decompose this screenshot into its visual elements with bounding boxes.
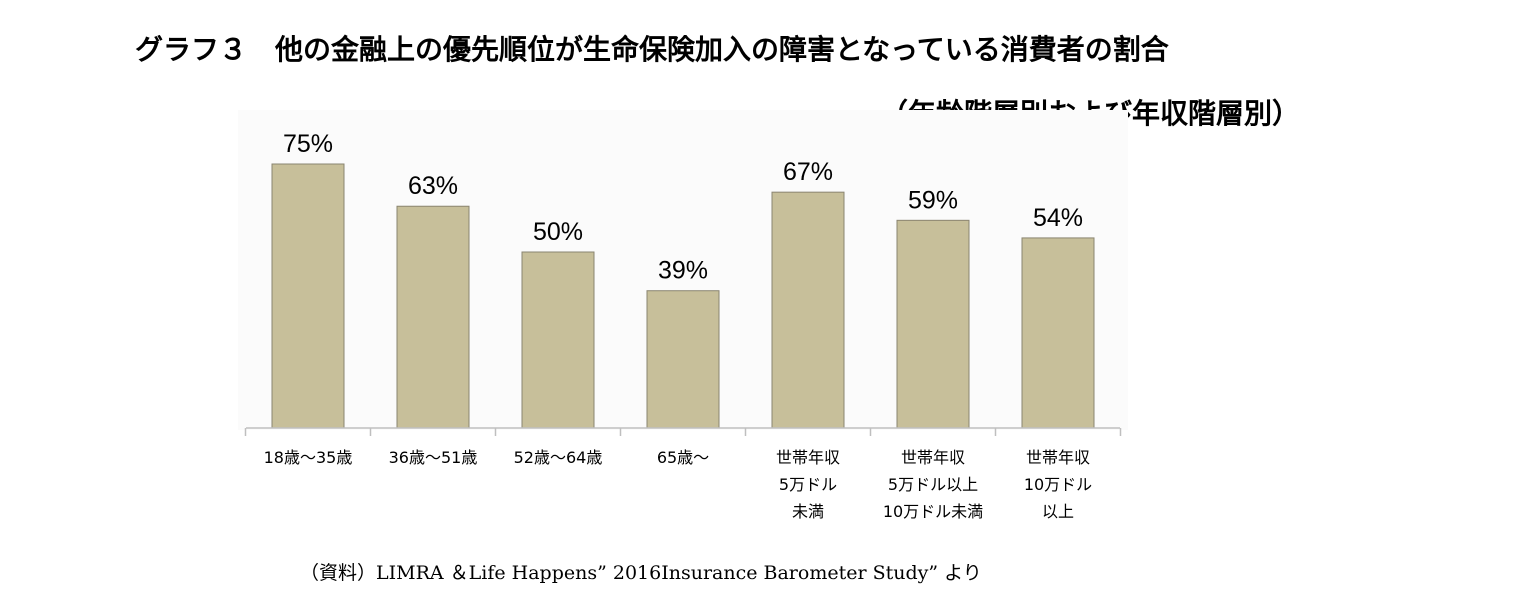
category-label: 10万ドル未満	[883, 502, 983, 521]
category-label: 以上	[1042, 502, 1074, 521]
category-label: 18歳～35歳	[264, 448, 353, 467]
bar-value-label: 54%	[1033, 204, 1083, 232]
category-label: 5万ドル以上	[888, 475, 978, 494]
bar	[771, 191, 845, 429]
category-label: 5万ドル	[779, 475, 837, 494]
value-labels-group: 75% 63% 50% 39% 67% 59% 54%	[283, 130, 1083, 285]
bar	[896, 219, 970, 429]
category-label: 未満	[792, 502, 824, 521]
bar-value-label: 59%	[908, 186, 958, 214]
bar-value-label: 63%	[408, 172, 458, 200]
category-label: 世帯年収	[1026, 448, 1090, 467]
bar	[521, 251, 595, 429]
category-label: 65歳～	[657, 448, 709, 467]
category-label: 世帯年収	[776, 448, 840, 467]
source-note: （資料）LIMRA ＆Life Happens” 2016Insurance B…	[300, 562, 982, 584]
bar-value-label: 67%	[783, 158, 833, 186]
x-axis	[244, 427, 1122, 436]
bar	[271, 163, 345, 429]
bar-value-label: 39%	[658, 257, 708, 285]
page-title: グラフ３ 他の金融上の優先順位が生命保険加入の障害となっている消費者の割合	[135, 33, 1169, 66]
bar-value-label: 75%	[283, 130, 333, 158]
bar-value-label: 50%	[533, 218, 583, 246]
bar	[396, 205, 470, 429]
category-label: 世帯年収	[901, 448, 965, 467]
bars-group	[271, 163, 1095, 429]
category-label: 10万ドル	[1024, 475, 1092, 494]
category-label: 36歳～51歳	[389, 448, 478, 467]
bar	[1021, 237, 1095, 429]
category-label: 52歳～64歳	[514, 448, 603, 467]
bar	[646, 290, 720, 429]
